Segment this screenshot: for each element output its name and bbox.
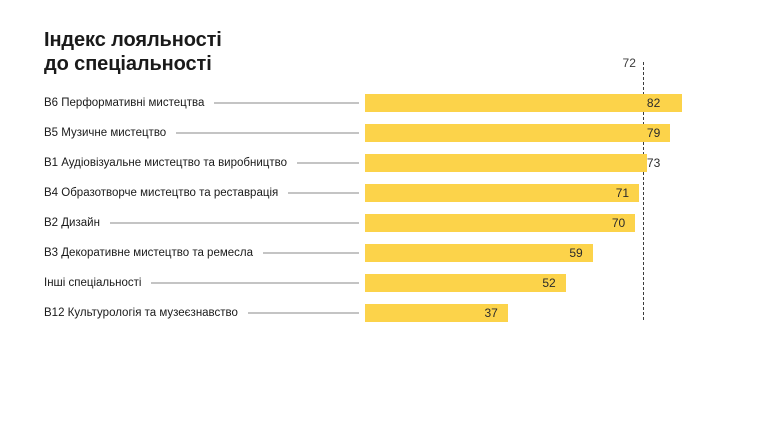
leader-line <box>151 282 359 284</box>
chart-title: Індекс лояльності до спеціальності <box>44 29 222 75</box>
chart-row: B1 Аудіовізуальне мистецтво та виробницт… <box>0 148 770 178</box>
leader-line <box>288 192 359 194</box>
category-label: B1 Аудіовізуальне мистецтво та виробницт… <box>44 157 287 169</box>
bar-value-label: 70 <box>611 216 626 230</box>
chart-row: B5 Музичне мистецтво 79 <box>0 118 770 148</box>
bar-value-label: 37 <box>484 306 498 320</box>
bar-value-label: 73 <box>646 156 661 170</box>
leader-line <box>176 132 359 134</box>
bar-value-label: 59 <box>569 246 583 260</box>
category-label: B2 Дизайн <box>44 217 100 229</box>
bar <box>365 124 670 142</box>
chart-row: B3 Декоративне мистецтво та ремесла 59 <box>0 238 770 268</box>
category-label: B5 Музичне мистецтво <box>44 127 167 139</box>
category-label: B6 Перформативні мистецтва <box>44 97 205 109</box>
leader-line <box>247 312 359 314</box>
leader-line <box>214 102 359 104</box>
chart-row: B2 Дизайн 70 <box>0 208 770 238</box>
chart-row: B12 Культурологія та музеєзнавство 37 <box>0 298 770 328</box>
category-label: B12 Культурологія та музеєзнавство <box>44 307 238 319</box>
bar-value-label: 82 <box>646 96 661 110</box>
bar <box>365 274 566 292</box>
bar <box>365 214 636 232</box>
leader-line <box>109 222 359 224</box>
chart-row: B6 Перформативні мистецтва 82 <box>0 88 770 118</box>
category-label: B3 Декоративне мистецтво та ремесла <box>44 247 253 259</box>
bar-value-label: 52 <box>542 276 556 290</box>
bar <box>365 94 682 112</box>
bar <box>365 244 593 262</box>
reference-line-label: 72 <box>622 56 636 70</box>
leader-line <box>296 162 359 164</box>
bar <box>365 154 647 172</box>
bar <box>365 184 640 202</box>
chart-row: B4 Образотворче мистецтво та реставрація… <box>0 178 770 208</box>
bar-value-label: 79 <box>646 126 661 140</box>
category-label: B4 Образотворче мистецтво та реставрація <box>44 187 279 199</box>
leader-line <box>263 252 359 254</box>
chart-row: Інші спеціальності 52 <box>0 268 770 298</box>
category-label: Інші спеціальності <box>44 277 142 289</box>
bar <box>365 304 508 322</box>
reference-line <box>642 62 644 320</box>
bar-value-label: 71 <box>615 186 630 200</box>
